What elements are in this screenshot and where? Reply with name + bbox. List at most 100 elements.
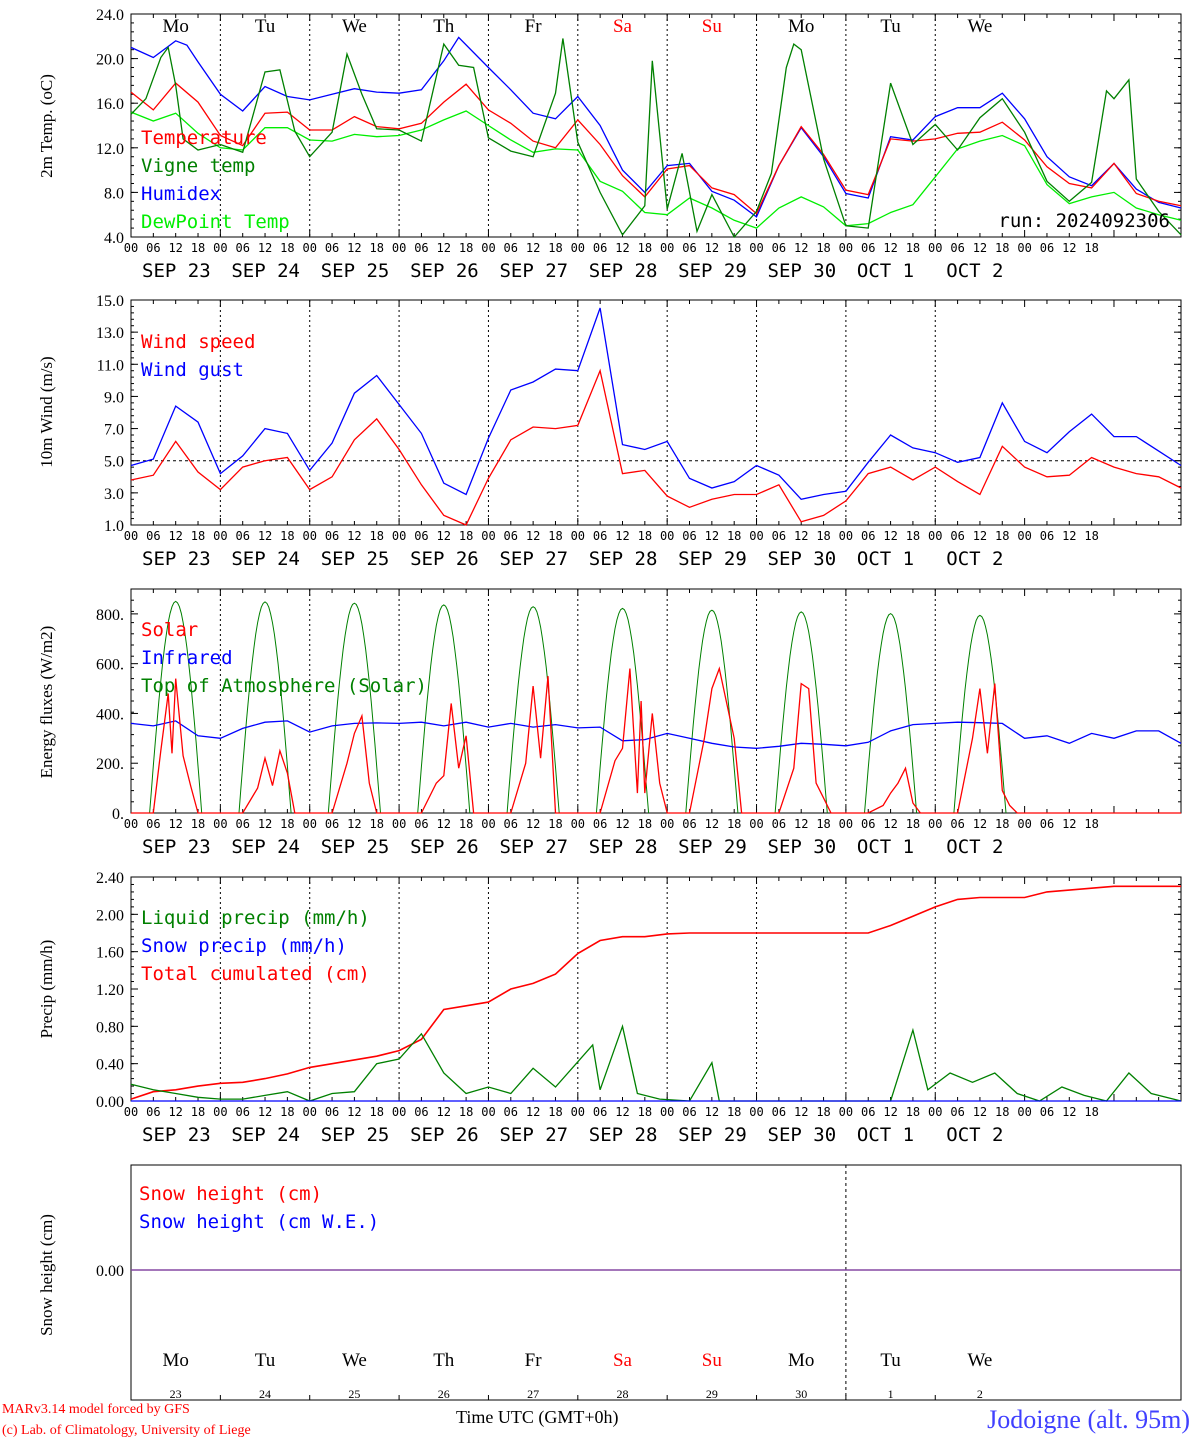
hour-tick-label: 18 <box>548 529 562 543</box>
hour-tick-label: 06 <box>772 241 786 255</box>
date-label: OCT 2 <box>946 836 1003 858</box>
weekday-label: Su <box>702 16 723 37</box>
y-axis-label: 2m Temp. (oC) <box>37 74 56 178</box>
hour-tick-label: 18 <box>370 1105 384 1119</box>
toa-solar-curve <box>685 609 739 814</box>
y-tick-label: 11.0 <box>97 357 124 374</box>
y-axis-label: Precip (mm/h) <box>37 940 56 1039</box>
hour-tick-label: 12 <box>615 817 629 831</box>
y-tick-label: 0.00 <box>96 1263 124 1280</box>
series-line-wind-gust <box>130 307 1182 501</box>
date-label: SEP 29 <box>678 836 747 858</box>
hour-tick-label: 12 <box>437 1105 451 1119</box>
hour-tick-label: 12 <box>526 1105 540 1119</box>
hour-tick-label: 12 <box>258 1105 272 1119</box>
hour-tick-label: 18 <box>638 817 652 831</box>
hour-tick-label: 12 <box>347 241 361 255</box>
hour-tick-label: 00 <box>481 817 495 831</box>
weekday-label: Sa <box>613 16 633 37</box>
y-tick-label: 800. <box>96 607 124 624</box>
day-number-label: 24 <box>259 1387 271 1401</box>
legend-entry: Wind gust <box>141 359 244 381</box>
toa-solar-curve <box>506 606 560 814</box>
hour-tick-label: 06 <box>950 1105 964 1119</box>
hour-tick-label: 00 <box>660 529 674 543</box>
hour-tick-label: 12 <box>973 1105 987 1119</box>
legend-entry: Snow height (cm W.E.) <box>139 1211 379 1233</box>
time-axis-label: Time UTC (GMT+0h) <box>456 1407 619 1428</box>
hour-tick-label: 12 <box>794 817 808 831</box>
hour-tick-label: 00 <box>213 1105 227 1119</box>
date-label: OCT 2 <box>946 1124 1003 1146</box>
day-number-label: 30 <box>795 1387 807 1401</box>
plot-frame <box>130 299 1182 526</box>
date-label: SEP 27 <box>499 1124 568 1146</box>
hour-tick-label: 18 <box>191 529 205 543</box>
hour-tick-label: 18 <box>906 817 920 831</box>
hour-tick-label: 06 <box>772 529 786 543</box>
y-tick-label: 12.0 <box>96 141 124 158</box>
weekday-label: Su <box>702 1350 723 1371</box>
date-label: OCT 1 <box>857 548 914 570</box>
y-tick-label: 24.0 <box>96 7 124 24</box>
day-number-label: 28 <box>616 1387 628 1401</box>
hour-tick-label: 00 <box>660 241 674 255</box>
hour-tick-label: 12 <box>168 1105 182 1119</box>
hour-tick-label: 00 <box>302 817 316 831</box>
weekday-label: Tu <box>255 16 276 37</box>
hour-tick-label: 00 <box>749 817 763 831</box>
chart-panels: 4.0 8.0 12.0 16.0 20.0 24.0 2m Temp. (oC) Tempe… <box>37 7 1182 1401</box>
hour-tick-label: 18 <box>459 1105 473 1119</box>
y-tick-label: 7.0 <box>104 422 124 439</box>
hour-tick-label: 00 <box>124 817 138 831</box>
hour-tick-label: 12 <box>883 1105 897 1119</box>
hour-tick-label: 12 <box>168 529 182 543</box>
hour-tick-label: 06 <box>1040 1105 1054 1119</box>
hour-tick-label: 06 <box>504 529 518 543</box>
date-label: OCT 1 <box>857 836 914 858</box>
hour-tick-label: 06 <box>325 817 339 831</box>
hour-tick-label: 06 <box>146 241 160 255</box>
series-line-humidex <box>130 36 1182 218</box>
hour-tick-label: 18 <box>906 1105 920 1119</box>
weekday-label: We <box>968 1350 993 1371</box>
hour-tick-label: 18 <box>280 241 294 255</box>
hour-tick-label: 06 <box>593 1105 607 1119</box>
date-label: SEP 30 <box>768 836 837 858</box>
weekday-label: Tu <box>880 16 901 37</box>
hour-tick-label: 18 <box>1084 817 1098 831</box>
hour-tick-label: 18 <box>459 529 473 543</box>
series-line-infrared <box>130 720 1182 749</box>
hour-tick-label: 00 <box>213 817 227 831</box>
date-label: SEP 27 <box>499 836 568 858</box>
hour-tick-label: 00 <box>749 241 763 255</box>
date-label: SEP 25 <box>321 260 390 282</box>
hour-tick-label: 12 <box>347 529 361 543</box>
weekday-label: Mo <box>162 1350 188 1371</box>
hour-tick-label: 12 <box>794 1105 808 1119</box>
hour-tick-label: 18 <box>191 241 205 255</box>
hour-tick-label: 00 <box>1017 529 1031 543</box>
panel-flux: 0. 200. 400. 600. 800. Energy fluxes (W/m2) So… <box>37 588 1182 858</box>
hour-tick-label: 18 <box>816 1105 830 1119</box>
hour-tick-label: 12 <box>794 241 808 255</box>
hour-tick-label: 06 <box>146 529 160 543</box>
hour-tick-label: 00 <box>392 529 406 543</box>
hour-tick-label: 06 <box>861 817 875 831</box>
date-label: OCT 1 <box>857 1124 914 1146</box>
hour-tick-label: 18 <box>816 529 830 543</box>
hour-tick-label: 12 <box>437 529 451 543</box>
hour-tick-label: 06 <box>861 241 875 255</box>
y-tick-label: 2.40 <box>96 870 124 887</box>
legend-entry: Snow precip (mm/h) <box>141 935 347 957</box>
hour-tick-label: 06 <box>593 241 607 255</box>
hour-tick-label: 12 <box>1062 817 1076 831</box>
hour-tick-label: 12 <box>1062 1105 1076 1119</box>
hour-tick-label: 00 <box>302 1105 316 1119</box>
hour-tick-label: 12 <box>883 241 897 255</box>
series-line-total-cumulated-cm- <box>130 885 1181 1100</box>
hour-tick-label: 12 <box>258 241 272 255</box>
hour-tick-label: 18 <box>727 817 741 831</box>
hour-tick-label: 12 <box>973 817 987 831</box>
